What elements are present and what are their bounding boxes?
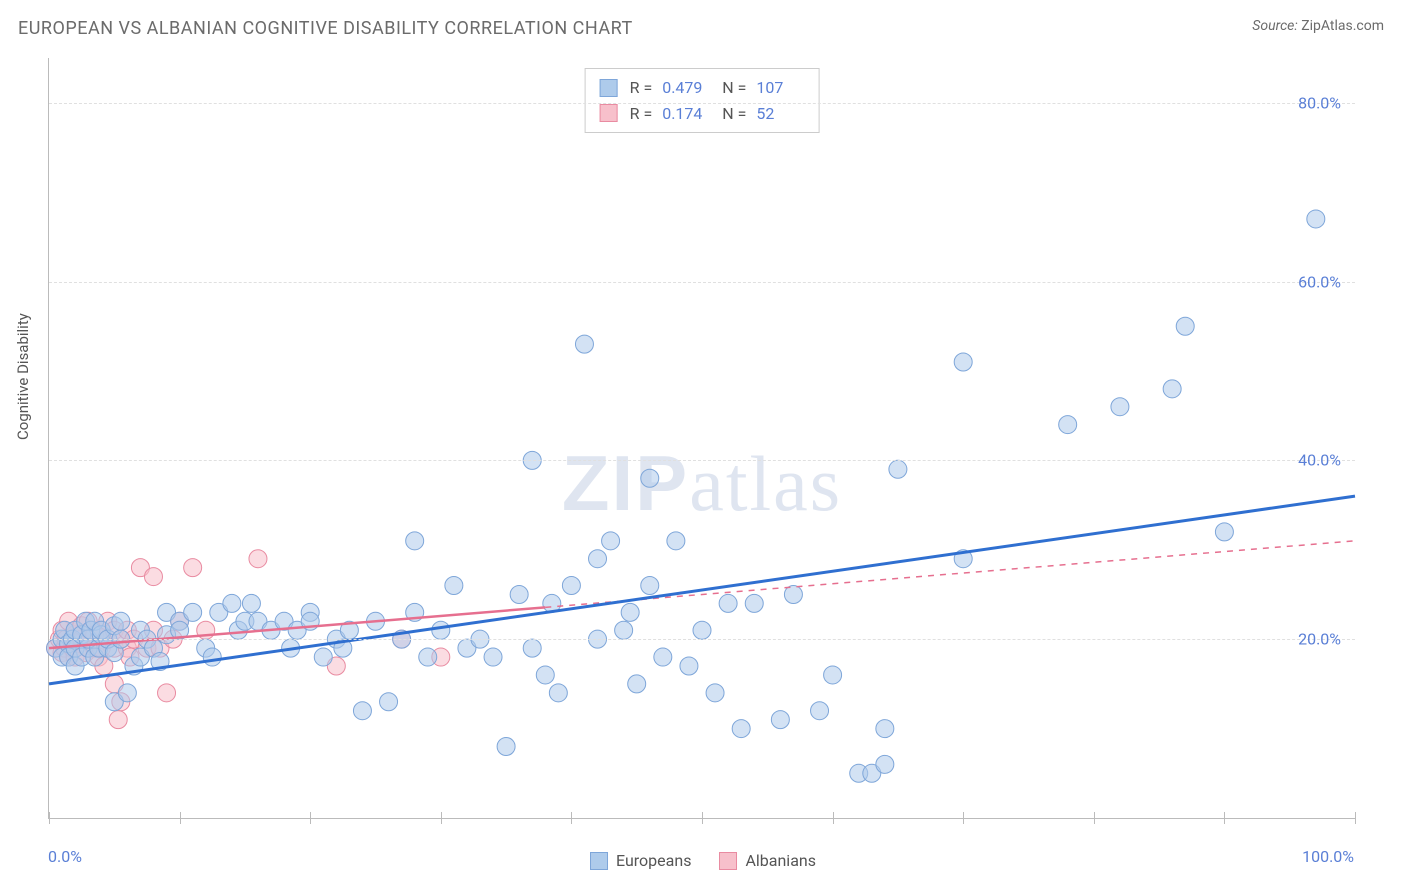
data-point bbox=[249, 550, 267, 568]
data-point bbox=[1163, 380, 1181, 398]
x-tick bbox=[1355, 812, 1356, 824]
scatter-svg bbox=[49, 58, 1355, 818]
x-tick bbox=[1094, 812, 1095, 824]
y-axis-label: Cognitive Disability bbox=[14, 313, 32, 440]
data-point bbox=[641, 577, 659, 595]
x-tick bbox=[310, 812, 311, 824]
data-point bbox=[641, 469, 659, 487]
source-label: Source: bbox=[1252, 18, 1297, 34]
x-tick bbox=[441, 812, 442, 824]
data-point bbox=[549, 684, 567, 702]
data-point bbox=[1111, 398, 1129, 416]
data-point bbox=[667, 532, 685, 550]
y-tick-label: 60.0% bbox=[1298, 272, 1341, 291]
data-point bbox=[497, 737, 515, 755]
data-point bbox=[876, 755, 894, 773]
data-point bbox=[589, 550, 607, 568]
chart-title: EUROPEAN VS ALBANIAN COGNITIVE DISABILIT… bbox=[18, 18, 1388, 39]
data-point bbox=[889, 460, 907, 478]
y-tick-label: 20.0% bbox=[1298, 630, 1341, 649]
data-point bbox=[615, 621, 633, 639]
data-point bbox=[314, 648, 332, 666]
x-tick bbox=[963, 812, 964, 824]
trend-line bbox=[49, 496, 1355, 684]
data-point bbox=[484, 648, 502, 666]
x-tick bbox=[702, 812, 703, 824]
data-point bbox=[536, 666, 554, 684]
legend-label-europeans: Europeans bbox=[616, 851, 691, 870]
x-axis-max-label: 100.0% bbox=[1302, 847, 1354, 866]
x-axis-min-label: 0.0% bbox=[48, 847, 82, 866]
series-legend: Europeans Albanians bbox=[590, 851, 816, 870]
data-point bbox=[112, 612, 130, 630]
gridline bbox=[49, 103, 1355, 104]
data-point bbox=[109, 711, 127, 729]
data-point bbox=[954, 353, 972, 371]
data-point bbox=[118, 684, 136, 702]
data-point bbox=[719, 594, 737, 612]
data-point bbox=[876, 720, 894, 738]
swatch-albanians-icon bbox=[719, 852, 737, 870]
data-point bbox=[745, 594, 763, 612]
gridline bbox=[49, 282, 1355, 283]
legend-label-albanians: Albanians bbox=[745, 851, 816, 870]
data-point bbox=[1307, 210, 1325, 228]
data-point bbox=[419, 648, 437, 666]
data-point bbox=[628, 675, 646, 693]
data-point bbox=[824, 666, 842, 684]
x-tick bbox=[571, 812, 572, 824]
data-point bbox=[158, 684, 176, 702]
data-point bbox=[1215, 523, 1233, 541]
gridline bbox=[49, 460, 1355, 461]
y-tick-label: 40.0% bbox=[1298, 451, 1341, 470]
data-point bbox=[706, 684, 724, 702]
data-point bbox=[575, 335, 593, 353]
data-point bbox=[445, 577, 463, 595]
source-attribution: Source: ZipAtlas.com bbox=[1252, 18, 1384, 34]
scatter-plot-area: R = 0.479 N = 107 R = 0.174 N = 52 ZIPat… bbox=[48, 58, 1355, 819]
data-point bbox=[203, 648, 221, 666]
swatch-europeans-icon bbox=[590, 852, 608, 870]
data-point bbox=[1059, 416, 1077, 434]
data-point bbox=[184, 559, 202, 577]
data-point bbox=[380, 693, 398, 711]
data-point bbox=[242, 594, 260, 612]
data-point bbox=[680, 657, 698, 675]
legend-item-albanians: Albanians bbox=[719, 851, 816, 870]
trend-line bbox=[545, 541, 1355, 608]
x-tick bbox=[1224, 812, 1225, 824]
data-point bbox=[406, 532, 424, 550]
x-tick bbox=[49, 812, 50, 824]
data-point bbox=[353, 702, 371, 720]
legend-item-europeans: Europeans bbox=[590, 851, 691, 870]
data-point bbox=[732, 720, 750, 738]
data-point bbox=[771, 711, 789, 729]
data-point bbox=[693, 621, 711, 639]
data-point bbox=[510, 585, 528, 603]
x-tick bbox=[180, 812, 181, 824]
y-tick-label: 80.0% bbox=[1298, 93, 1341, 112]
data-point bbox=[184, 603, 202, 621]
data-point bbox=[602, 532, 620, 550]
data-point bbox=[432, 621, 450, 639]
source-value: ZipAtlas.com bbox=[1301, 18, 1384, 34]
data-point bbox=[523, 639, 541, 657]
data-point bbox=[1176, 317, 1194, 335]
x-tick bbox=[833, 812, 834, 824]
data-point bbox=[144, 568, 162, 586]
data-point bbox=[811, 702, 829, 720]
data-point bbox=[223, 594, 241, 612]
data-point bbox=[562, 577, 580, 595]
data-point bbox=[654, 648, 672, 666]
data-point bbox=[621, 603, 639, 621]
gridline bbox=[49, 639, 1355, 640]
